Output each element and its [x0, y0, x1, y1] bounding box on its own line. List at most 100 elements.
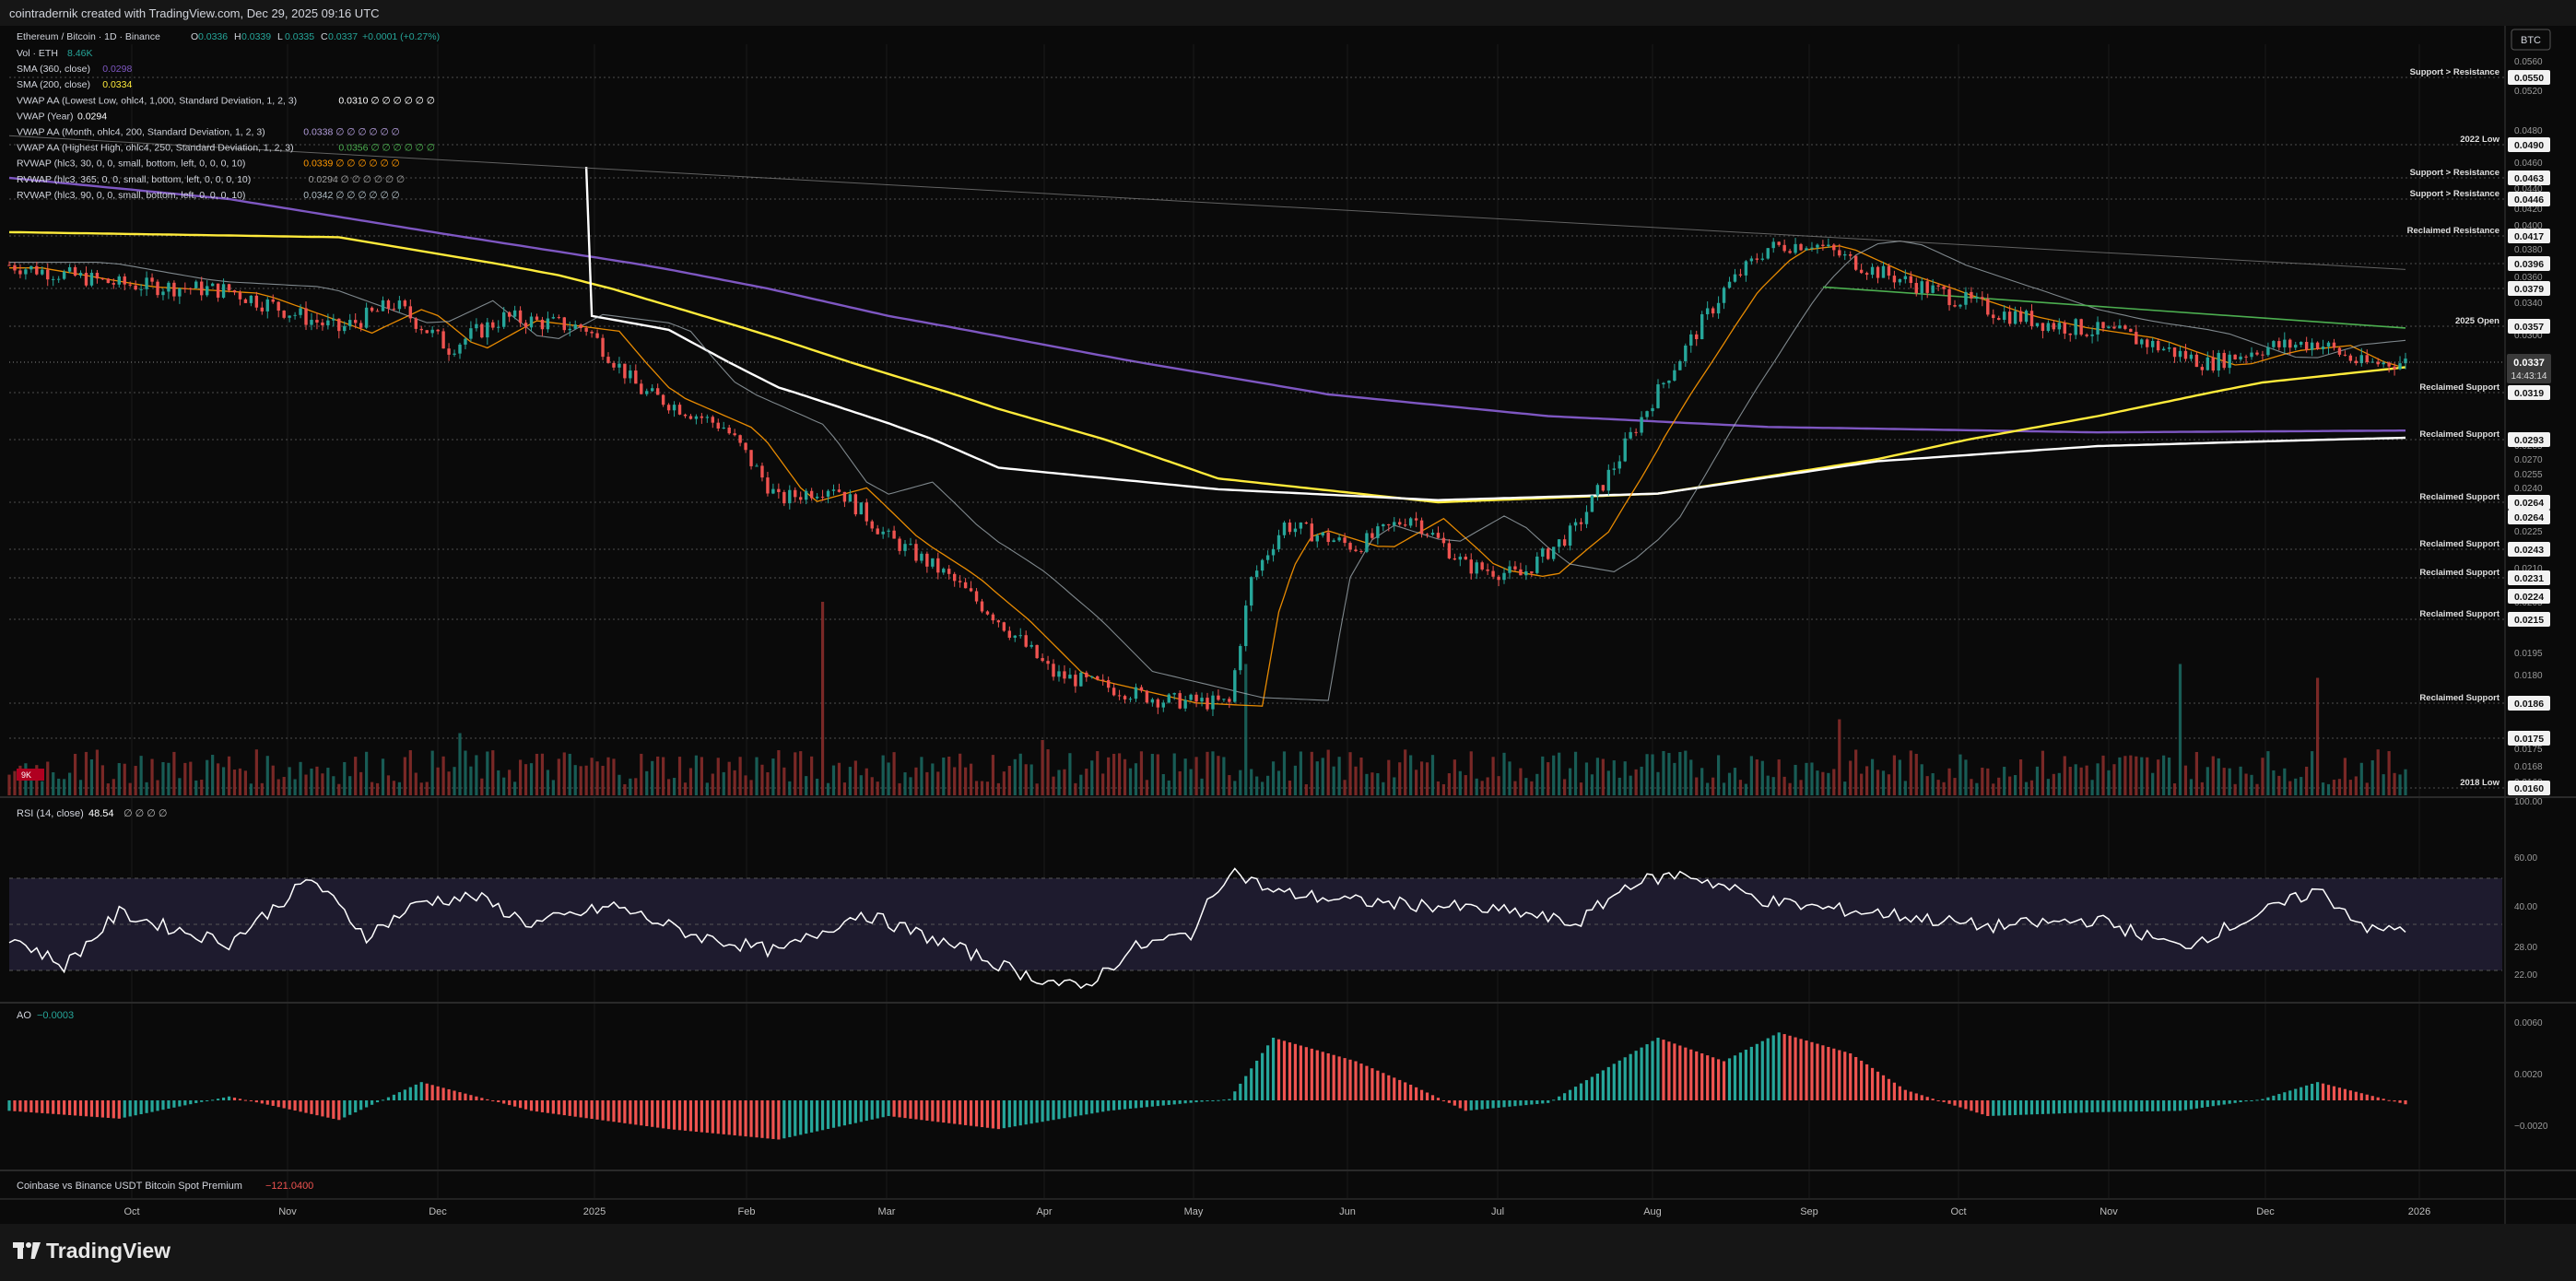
- volume-bar: [453, 767, 456, 795]
- ao-bar: [1887, 1078, 1891, 1100]
- tradingview-logo-icon: [13, 1242, 41, 1259]
- ao-bar: [1002, 1100, 1006, 1129]
- volume-bar: [381, 758, 385, 795]
- volume-bar: [842, 782, 847, 795]
- candle-body: [1139, 687, 1144, 691]
- current-price-box: [2507, 354, 2551, 383]
- candle-body: [1475, 562, 1478, 574]
- volume-bar: [2354, 776, 2358, 795]
- ao-bar: [1953, 1100, 1957, 1106]
- ao-bar: [771, 1100, 775, 1139]
- ao-bar: [167, 1100, 171, 1109]
- time-tick: Aug: [1643, 1206, 1662, 1217]
- candle-body: [1975, 297, 1979, 299]
- candle-body: [1354, 549, 1358, 552]
- ao-bar: [464, 1093, 467, 1100]
- volume-bar: [1755, 759, 1759, 795]
- level-label: Support > Resistance: [2410, 168, 2500, 178]
- candle-body: [1250, 577, 1253, 606]
- volume-bar: [1282, 751, 1287, 795]
- candle-body: [815, 496, 819, 499]
- ao-bar: [1217, 1099, 1220, 1101]
- ao-bar: [1975, 1100, 1979, 1113]
- volume-bar: [117, 763, 121, 795]
- price-label: 0.0446: [2514, 194, 2544, 206]
- candle-body: [1799, 243, 1803, 251]
- ao-bar: [1288, 1042, 1292, 1100]
- candle-body: [1595, 485, 1600, 496]
- volume-bar: [980, 781, 984, 795]
- ao-bar: [414, 1084, 418, 1100]
- ao-bar: [1107, 1100, 1111, 1111]
- volume-bar: [1343, 780, 1347, 795]
- candle-body: [2266, 347, 2270, 356]
- currency-button[interactable]: [2511, 29, 2551, 51]
- candle-body: [688, 416, 693, 419]
- candle-body: [942, 569, 946, 573]
- ao-bar: [1623, 1057, 1627, 1100]
- ao-bar: [243, 1099, 248, 1101]
- volume-bar: [2096, 763, 2100, 795]
- volume-bar: [370, 782, 374, 795]
- volume-bar: [2008, 776, 2012, 795]
- ao-bar: [232, 1098, 237, 1100]
- ao-bar: [711, 1100, 714, 1134]
- ao-bar: [991, 1100, 995, 1129]
- tradingview-logo[interactable]: TradingView: [13, 1239, 171, 1263]
- ao-bar: [1530, 1100, 1534, 1105]
- ao-bar: [100, 1100, 104, 1118]
- ao-bar: [1233, 1091, 1237, 1100]
- volume-bar: [206, 759, 209, 795]
- ao-bar: [1228, 1099, 1231, 1100]
- ao-bar: [2167, 1100, 2171, 1111]
- ao-bar: [1063, 1100, 1066, 1119]
- chart-canvas[interactable]: Support > Resistance 2022 Low Support > Re…: [0, 26, 2576, 1224]
- volume-bar: [2228, 768, 2231, 795]
- ao-bar: [931, 1100, 935, 1122]
- ao-bar: [2332, 1086, 2336, 1100]
- ao-bar: [189, 1100, 193, 1105]
- volume-bar: [749, 780, 753, 795]
- ao-bar: [2217, 1100, 2220, 1106]
- volume-bar: [837, 762, 841, 795]
- volume-bar: [1288, 781, 1292, 795]
- candle-body: [1271, 548, 1276, 556]
- ao-bar: [321, 1100, 324, 1117]
- level-label: Reclaimed Support: [2419, 382, 2500, 393]
- ao-bar: [1398, 1079, 1402, 1100]
- ao-bar: [1189, 1100, 1193, 1103]
- candle-body: [1167, 694, 1170, 703]
- volume-bar: [816, 778, 819, 795]
- price-label-box: [2508, 696, 2550, 711]
- volume-bar: [2393, 772, 2396, 795]
- volume-bar: [2090, 780, 2094, 795]
- candle-body: [1853, 255, 1858, 270]
- volume-bar: [1673, 762, 1676, 795]
- candle-body: [2277, 341, 2281, 347]
- ao-bar: [540, 1100, 545, 1112]
- ao-bar: [1805, 1040, 1808, 1100]
- volume-bar: [1255, 776, 1259, 795]
- candle-body: [640, 383, 643, 394]
- candle-body: [183, 288, 187, 289]
- ao-bar: [425, 1083, 429, 1100]
- ao-bar: [705, 1100, 709, 1134]
- ao-bar: [601, 1100, 605, 1121]
- price-label-box: [2508, 612, 2550, 627]
- volume-bar: [2035, 766, 2040, 795]
- ao-bar: [1733, 1055, 1737, 1100]
- volume-bar: [1684, 750, 1688, 795]
- volume-bar: [1497, 776, 1500, 795]
- ao-bar: [1864, 1064, 1869, 1100]
- legend-indicator-label: RVWAP (hlc3, 365, 0, 0, small, bottom, l…: [17, 174, 251, 185]
- ao-bar: [200, 1100, 204, 1102]
- ao-bar: [1936, 1100, 1940, 1101]
- volume-bar: [1711, 777, 1715, 795]
- volume-bar: [651, 760, 654, 795]
- volume-bar: [1727, 772, 1732, 795]
- volume-bar: [63, 779, 66, 795]
- candle-body: [1864, 273, 1869, 276]
- ao-bar: [947, 1100, 951, 1123]
- volume-bar: [397, 782, 401, 795]
- candle-body: [1760, 258, 1764, 260]
